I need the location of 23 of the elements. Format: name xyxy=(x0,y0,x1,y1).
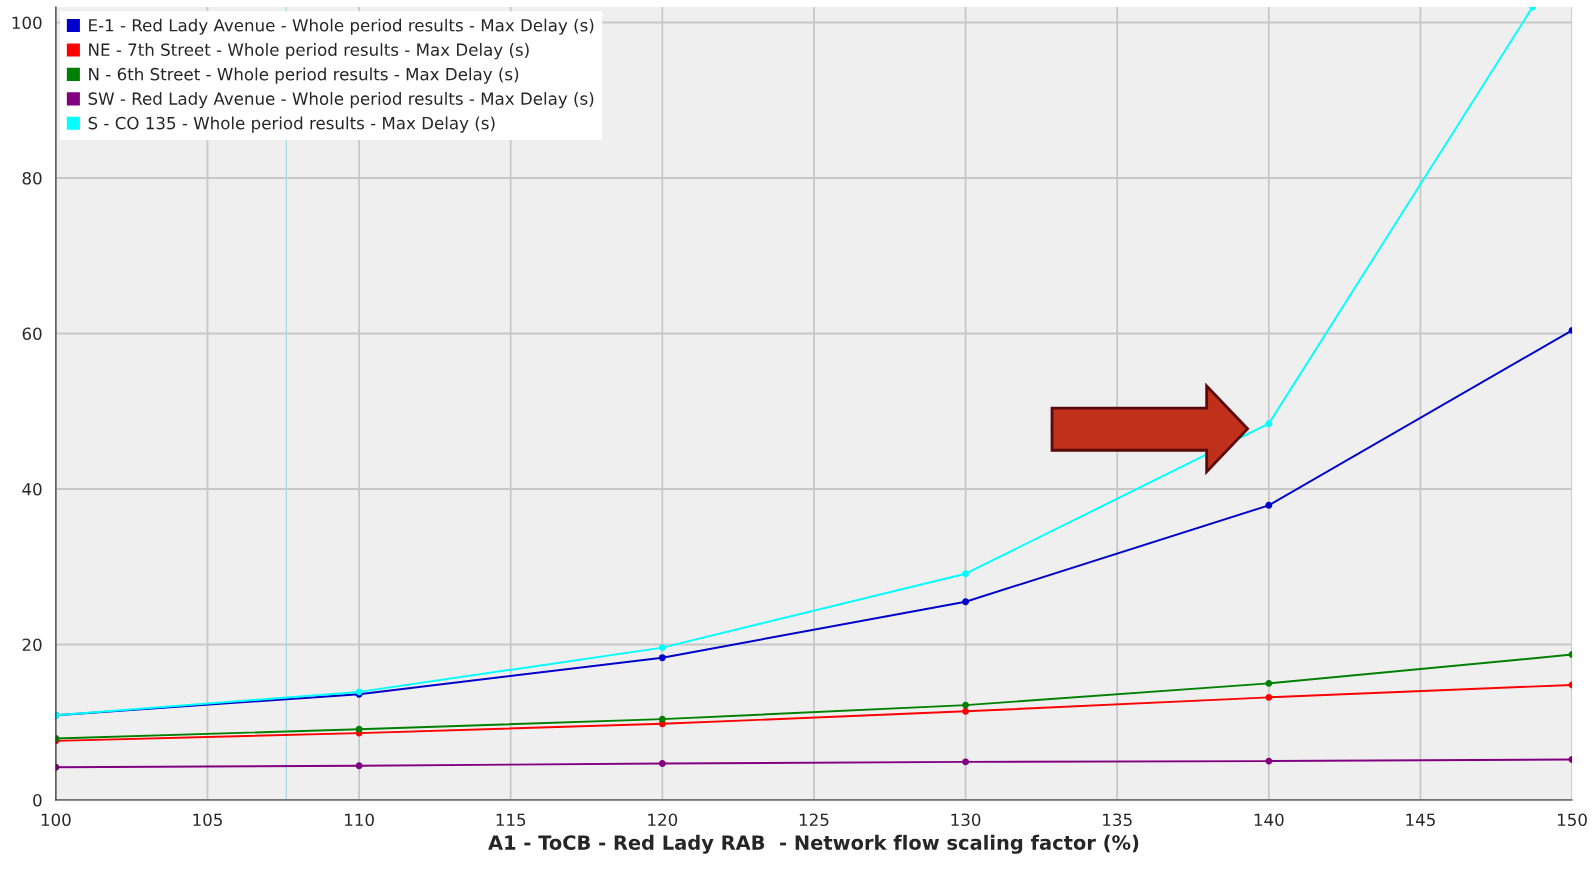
x-tick-label: 105 xyxy=(193,813,222,827)
y-tick-label: 100 xyxy=(12,16,42,30)
x-tick-label: 110 xyxy=(345,813,374,827)
legend-label: E-1 - Red Lady Avenue - Whole period results - Max Delay (s) xyxy=(89,18,594,35)
legend-label: S - CO 135 - Whole period results - Max Delay (s) xyxy=(88,116,495,133)
x-tick-label: 135 xyxy=(1103,813,1132,827)
x-tick-label: 120 xyxy=(648,813,678,827)
y-tick-label: 20 xyxy=(22,638,42,652)
y-tick-label: 0 xyxy=(33,793,42,807)
y-tick-label: 80 xyxy=(22,171,42,185)
x-tick-label: 145 xyxy=(1406,813,1435,827)
x-tick-label: 140 xyxy=(1254,813,1284,827)
y-tick-label: 40 xyxy=(22,482,42,496)
x-tick-label: 115 xyxy=(496,813,526,827)
x-axis-title: A1 - ToCB - Red Lady RAB - Network flow scaling factor (%) xyxy=(488,834,1139,854)
legend-label: SW - Red Lady Avenue - Whole period results - Max Delay (s) xyxy=(88,92,594,109)
x-tick-label: 150 xyxy=(1557,813,1587,827)
x-tick-label: 130 xyxy=(951,813,981,827)
legend-label: N - 6th Street - Whole period results - Max Delay (s) xyxy=(89,67,519,84)
x-tick-label: 125 xyxy=(799,813,829,827)
legend-label: NE - 7th Street - Whole period results - Max Delay (s) xyxy=(89,43,529,60)
x-tick-label: 100 xyxy=(41,813,71,827)
y-tick-label: 60 xyxy=(22,327,42,341)
